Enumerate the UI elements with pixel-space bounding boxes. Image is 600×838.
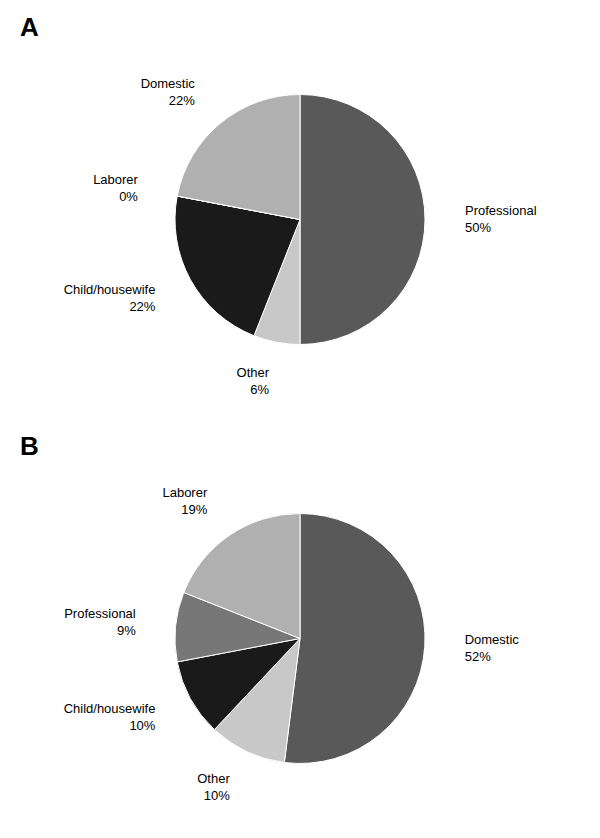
slice-label: Child/housewife — [64, 701, 156, 716]
pie-slice — [177, 95, 300, 220]
slice-value-label: 10% — [204, 788, 230, 803]
slice-label: Laborer — [93, 172, 138, 187]
slice-value-label: 9% — [117, 623, 136, 638]
pie-slice — [300, 95, 425, 345]
slice-label: Laborer — [162, 485, 207, 500]
slice-value-label: 52% — [465, 649, 491, 664]
panel-title: A — [20, 12, 39, 42]
pie-slice — [184, 514, 300, 639]
slice-label: Other — [237, 365, 270, 380]
slice-value-label: 22% — [129, 299, 155, 314]
slice-label: Domestic — [141, 76, 196, 91]
slice-value-label: 10% — [129, 718, 155, 733]
slice-label: Professional — [64, 606, 136, 621]
chart-root: Professional 50% Other 6% Child/housewife 22%… — [0, 0, 600, 838]
pie-slice — [284, 514, 425, 764]
slice-value-label: 22% — [169, 93, 195, 108]
slice-label: Domestic — [465, 632, 520, 647]
slice-label: Professional — [465, 203, 537, 218]
slice-label: Child/housewife — [64, 282, 156, 297]
slice-value-label: 0% — [119, 189, 138, 204]
pie-panel: Professional 50% Other 6% Child/housewife 22%… — [64, 76, 537, 397]
slice-value-label: 50% — [465, 220, 491, 235]
panel-title: B — [20, 431, 39, 461]
slice-value-label: 6% — [250, 382, 269, 397]
slice-label: Other — [197, 771, 230, 786]
pie-panel: Domestic 52% Other 10% Child/housewife 10% Pro… — [64, 485, 520, 803]
slice-value-label: 19% — [181, 502, 207, 517]
pie-slice — [175, 196, 300, 336]
